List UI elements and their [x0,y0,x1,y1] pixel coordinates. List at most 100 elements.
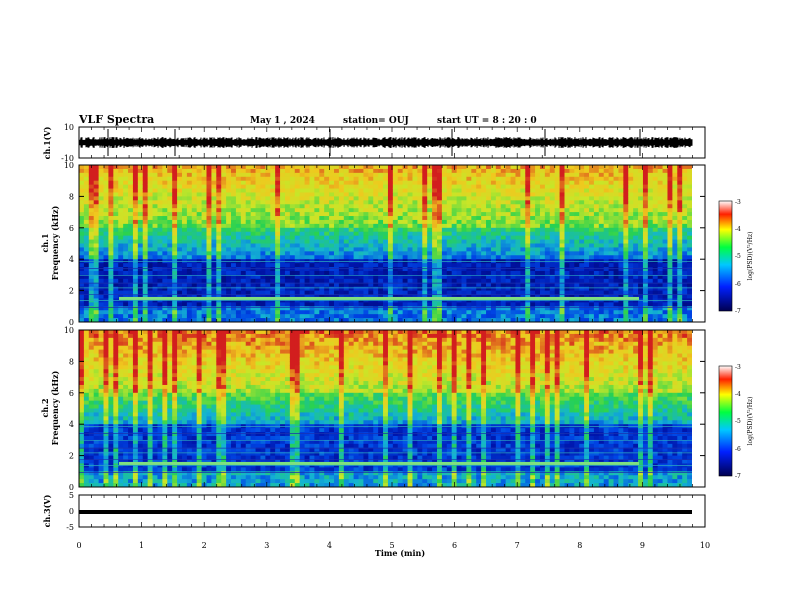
spectrogram-cell [98,235,104,240]
spectrogram-cell [564,196,570,201]
spectrogram-cell [417,286,423,292]
spectrogram-cell [564,172,570,178]
spectrogram-cell [603,243,610,248]
spectrogram-cell [593,243,600,248]
spectrogram-cell [505,247,511,252]
spectrogram-cell [181,204,188,209]
spectrogram-cell [226,196,232,201]
spectrogram-cell [584,247,590,252]
spectrogram-cell [103,192,109,197]
spectrogram-cell [638,235,644,240]
spectrogram-cell [402,239,408,244]
spectrogram-cell [544,188,551,193]
spectrogram-cell [348,263,355,268]
spectrogram-cell [383,172,389,178]
spectrogram-cell [353,200,359,205]
spectrogram-cell [618,176,624,182]
spectrogram-cell [123,263,129,268]
spectrogram-cell [221,176,227,182]
spectrogram-cell [618,263,624,268]
spectrogram-cell [554,290,560,295]
spectrogram-cell [392,243,399,248]
spectrogram-cell [191,192,198,197]
spectrogram-cell [471,310,477,315]
spectrogram-cell [113,314,119,319]
spectrogram-cell [554,235,560,240]
spectrogram-cell [544,212,551,217]
spectrogram-cell [142,168,149,174]
spectrogram-cell [255,255,261,260]
spectrogram-cell [466,255,472,260]
spectrogram-cell [584,310,590,315]
spectrogram-cell [608,216,614,221]
spectrogram-cell [402,176,408,182]
spectrogram-cell [216,204,222,209]
spectrogram-cell [441,176,448,182]
spectrogram-cell [275,168,281,174]
spectrogram-cell [108,184,114,189]
spectrogram-cell [471,267,477,272]
spectrogram-cell [289,180,296,186]
spectrogram-cell [137,270,144,276]
spectrogram-cell [505,310,511,315]
spectrogram-cell [387,176,394,182]
spectrogram-cell [137,251,144,256]
spectrogram-cell [633,227,639,233]
spectrogram-cell [481,212,487,217]
spectrogram-cell [240,184,247,189]
spectrogram-cell [392,192,399,197]
spectrogram-cell [152,172,158,178]
spectrogram-cell [284,208,291,213]
spectrogram-cell [373,270,379,276]
spectrogram-cell [280,208,286,213]
spectrogram-cell [471,184,477,189]
spectrogram-cell [226,192,232,197]
spectrogram-cell [515,310,521,315]
spectrogram-cell [368,219,374,225]
spectrogram-cell [633,310,639,315]
spectrogram-cell [343,176,350,182]
spectrogram-cell [412,223,418,229]
spectrogram-cell [270,286,276,292]
spectrogram-cell [589,204,595,209]
spectrogram-cell [260,302,266,307]
spectrogram-cell [363,247,369,252]
spectrogram-cell [490,235,497,240]
spectrogram-cell [289,294,296,299]
spectrogram-cell [299,180,305,186]
spectrogram-cell [436,223,443,229]
spectrogram-cell [250,219,256,225]
spectrogram-cell [623,278,629,284]
spectrogram-cell [490,204,497,209]
spectrogram-cell [392,274,399,280]
spectrogram-cell [608,286,614,292]
spectrogram-cell [652,231,659,237]
spectrogram-cell [255,310,261,315]
spectrogram-cell [255,168,261,174]
spectrogram-cell [559,204,565,209]
spectrogram-cell [451,180,457,186]
spectrogram-cell [113,227,119,233]
spectrogram-cell [481,208,487,213]
spectrogram-cell [402,286,408,292]
spectrogram-cell [436,239,443,244]
spectrogram-cell [294,200,301,205]
spectrogram-cell [348,239,355,244]
spectrogram-cell [157,251,163,256]
spectrogram-cell [422,247,428,252]
spectrogram-cell [520,227,526,233]
spectrogram-cell [642,243,649,248]
spectrogram-cell [186,200,193,205]
spectrogram-cell [284,294,291,299]
spectrogram-cell [628,219,634,225]
spectrogram-cell [584,239,590,244]
spectrogram-cell [280,216,286,221]
spectrogram-cell [280,172,286,178]
spectrogram-cell [593,196,600,201]
spectrogram-cell [628,314,634,319]
spectrogram-cell [304,235,310,240]
spectrogram-cell [510,274,516,280]
spectrogram-cell [363,318,369,323]
spectrogram-cell [441,314,448,319]
spectrogram-cell [373,263,379,268]
